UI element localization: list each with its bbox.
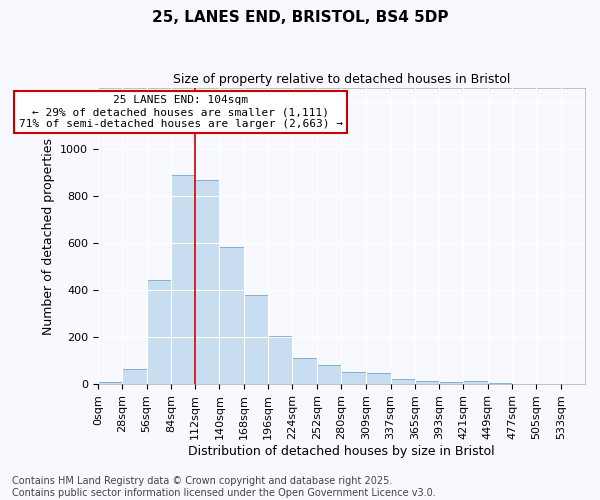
X-axis label: Distribution of detached houses by size in Bristol: Distribution of detached houses by size … bbox=[188, 444, 495, 458]
Bar bbox=[415, 381, 439, 384]
Bar bbox=[244, 295, 268, 384]
Bar bbox=[171, 175, 195, 384]
Bar bbox=[146, 280, 171, 384]
Text: Contains HM Land Registry data © Crown copyright and database right 2025.
Contai: Contains HM Land Registry data © Crown c… bbox=[12, 476, 436, 498]
Bar bbox=[439, 382, 463, 384]
Bar bbox=[292, 358, 317, 384]
Title: Size of property relative to detached houses in Bristol: Size of property relative to detached ho… bbox=[173, 72, 510, 86]
Bar bbox=[268, 336, 292, 384]
Y-axis label: Number of detached properties: Number of detached properties bbox=[41, 138, 55, 334]
Text: 25 LANES END: 104sqm
← 29% of detached houses are smaller (1,111)
71% of semi-de: 25 LANES END: 104sqm ← 29% of detached h… bbox=[19, 96, 343, 128]
Bar bbox=[317, 366, 341, 384]
Bar bbox=[122, 369, 146, 384]
Bar bbox=[220, 246, 244, 384]
Text: 25, LANES END, BRISTOL, BS4 5DP: 25, LANES END, BRISTOL, BS4 5DP bbox=[152, 10, 448, 25]
Bar bbox=[98, 382, 122, 384]
Bar bbox=[391, 380, 415, 384]
Bar bbox=[488, 383, 512, 384]
Bar bbox=[195, 180, 220, 384]
Bar bbox=[341, 372, 366, 384]
Bar bbox=[463, 381, 488, 384]
Bar bbox=[366, 373, 391, 384]
